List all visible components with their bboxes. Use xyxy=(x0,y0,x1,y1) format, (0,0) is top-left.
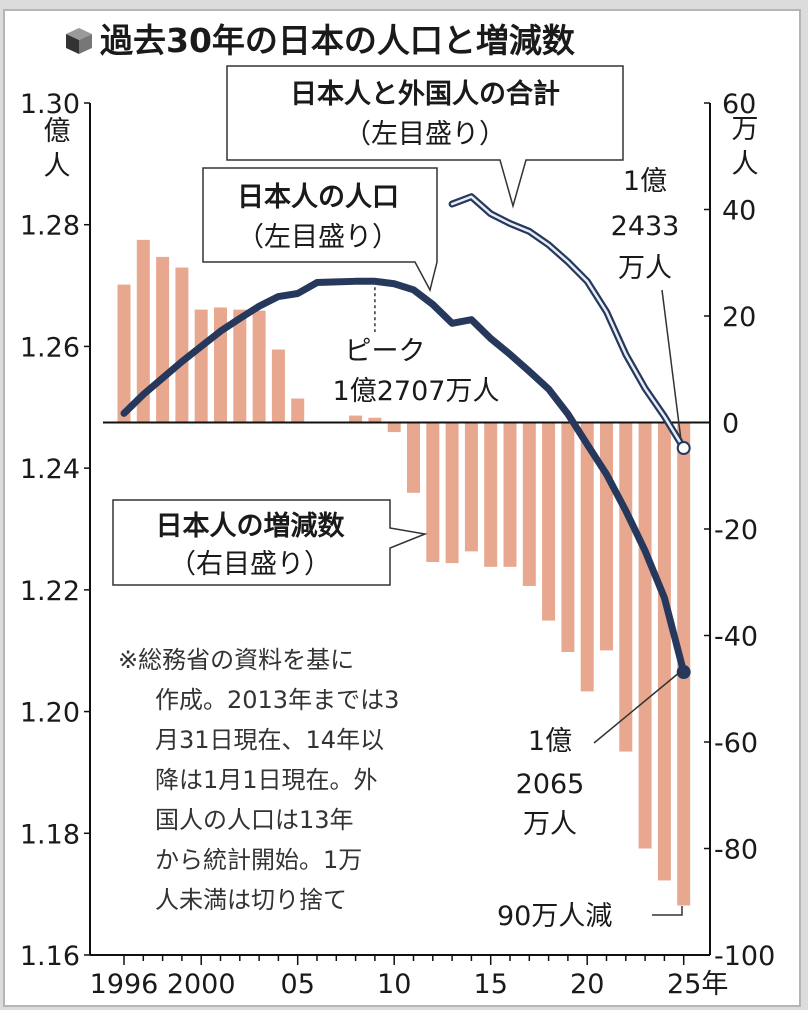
left-axis-tick-label: 1.18 xyxy=(20,819,80,850)
change-bar xyxy=(638,422,652,849)
left-axis-unit: 人 xyxy=(44,151,71,182)
total-callout: 日本人と外国人の合計 （左目盛り） xyxy=(226,65,624,209)
change-bar xyxy=(291,398,305,423)
bars xyxy=(117,239,691,906)
change-bar xyxy=(387,422,401,433)
decrease-label: 90万人減 xyxy=(497,901,612,932)
change-callout-axis: （右目盛り） xyxy=(169,549,331,580)
x-axis-tick-label: 1996 xyxy=(90,969,159,1000)
x-axis-tick-label: 25年 xyxy=(667,969,728,1000)
total-population-line xyxy=(450,195,685,450)
change-bar xyxy=(252,310,266,423)
left-axis-tick-label: 1.22 xyxy=(20,576,80,607)
japanese-callout-axis: （左目盛り） xyxy=(237,222,399,253)
japanese-end-label-1: 1億 xyxy=(528,726,572,757)
note-line-1: ※総務省の資料を基に xyxy=(118,646,354,674)
change-bar xyxy=(484,422,498,567)
change-bar xyxy=(156,256,170,423)
total-end-label-2: 2433 xyxy=(611,211,680,242)
left-axis-tick-label: 1.16 xyxy=(20,941,80,972)
change-bar xyxy=(600,422,613,651)
total-end-label-3: 万人 xyxy=(618,253,672,284)
note-line-4: 降は1月1日現在。外 xyxy=(155,766,378,794)
left-axis-tick-label: 1.28 xyxy=(20,211,80,242)
right-axis-tick-label: -80 xyxy=(714,835,758,866)
note-line-7: 人未満は切り捨て xyxy=(155,886,347,914)
right-axis-tick-label: 40 xyxy=(722,196,756,227)
right-axis-tick-label: 0 xyxy=(722,409,739,440)
change-bar xyxy=(407,422,420,493)
note-line-2: 作成。2013年までは3 xyxy=(155,686,399,714)
change-bar xyxy=(194,309,208,423)
change-bar xyxy=(580,422,594,692)
right-axis-tick-label: 20 xyxy=(722,302,756,333)
change-bar xyxy=(368,417,382,423)
decrease-bracket xyxy=(652,906,683,916)
left-axis-tick-label: 1.30 xyxy=(20,89,80,120)
japanese-population-line xyxy=(120,277,688,676)
right-axis-tick-label: -100 xyxy=(714,941,775,972)
chart-title: 過去30年の日本の人口と増減数 xyxy=(100,21,576,60)
change-bar xyxy=(657,422,671,881)
change-bar xyxy=(136,239,150,423)
x-axis-tick-label: 15 xyxy=(474,969,508,1000)
right-axis-tick-label: -20 xyxy=(714,515,758,546)
change-bar xyxy=(522,422,536,586)
change-bar xyxy=(117,284,131,423)
peak-value: 1億2707万人 xyxy=(333,376,500,407)
japanese-callout: 日本人の人口 （左目盛り） xyxy=(202,167,438,293)
total-end-leader xyxy=(661,289,682,441)
right-axis-tick-label: 60 xyxy=(722,89,756,120)
change-bar xyxy=(542,422,556,621)
total-end-marker xyxy=(676,441,691,456)
change-bar xyxy=(271,349,285,423)
change-bar xyxy=(464,422,478,552)
lines xyxy=(120,193,691,680)
japanese-end-leader xyxy=(593,671,681,744)
change-callout-title: 日本人の増減数 xyxy=(156,510,346,542)
japanese-end-label-3: 万人 xyxy=(523,809,577,840)
total-callout-title: 日本人と外国人の合計 xyxy=(290,78,560,110)
note-line-3: 月31日現在、14年以 xyxy=(155,726,384,754)
x-axis-tick-label: 10 xyxy=(377,969,411,1000)
note-line-5: 国人の人口は13年 xyxy=(155,806,354,834)
change-bar xyxy=(175,267,189,423)
left-axis-unit: 億 xyxy=(44,116,71,147)
change-bar xyxy=(349,415,363,423)
change-bar xyxy=(233,309,247,423)
change-bar xyxy=(561,422,575,653)
right-axis-tick-label: -40 xyxy=(714,622,758,653)
change-bar xyxy=(426,422,440,563)
total-end-label-1: 1億 xyxy=(623,166,667,197)
change-bar xyxy=(619,422,633,752)
japanese-end-marker xyxy=(676,665,691,680)
left-axis-tick-label: 1.24 xyxy=(20,454,80,485)
x-axis-tick-label: 05 xyxy=(281,969,315,1000)
japanese-callout-title: 日本人の人口 xyxy=(237,182,399,213)
change-callout: 日本人の増減数 （右目盛り） xyxy=(112,499,428,586)
total-callout-axis: （左目盛り） xyxy=(344,119,506,150)
japanese-end-label-2: 2065 xyxy=(516,769,585,800)
change-bar xyxy=(445,422,459,564)
left-axis-tick-label: 1.26 xyxy=(20,332,80,363)
right-axis-tick-label: -60 xyxy=(714,728,758,759)
cube-icon xyxy=(66,28,92,54)
note-line-6: から統計開始。1万 xyxy=(155,846,362,874)
left-axis-tick-label: 1.20 xyxy=(20,698,80,729)
right-axis-unit: 万 xyxy=(732,114,759,145)
x-axis-tick-label: 20 xyxy=(570,969,604,1000)
x-axis-tick-label: 2000 xyxy=(167,969,236,1000)
peak-label: ピーク xyxy=(345,336,426,367)
axes: 1.301.281.261.241.221.201.181.16億人604020… xyxy=(20,89,775,1000)
change-bar xyxy=(503,422,517,567)
right-axis-unit: 人 xyxy=(732,149,759,180)
